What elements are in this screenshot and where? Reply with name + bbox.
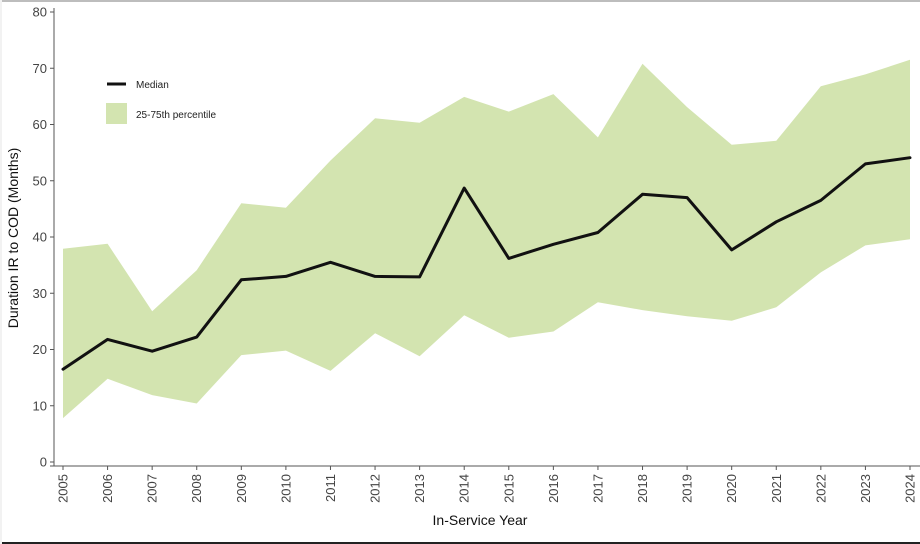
legend-band-label: 25-75th percentile [136,110,216,121]
x-tick-labels: 2005 2006 2007 2008 2009 2010 2011 2012 2013 2014… [56,466,918,503]
x-tick-label: 2008 [189,474,204,503]
x-tick-label: 2016 [546,474,561,503]
x-tick-label: 2009 [234,474,249,503]
y-tick-label: 70 [33,61,47,76]
y-tick-label: 60 [33,117,47,132]
legend-median-label: Median [136,80,169,91]
percentile-band [63,59,910,419]
y-axis-title: Duration IR to COD (Months) [5,148,21,329]
x-tick-label: 2023 [858,474,873,503]
x-tick-label: 2013 [412,474,427,503]
x-tick-label: 2017 [590,474,605,503]
y-tick-label: 10 [33,398,47,413]
y-tick-label: 0 [40,455,47,470]
y-tick-label: 80 [33,5,47,20]
x-tick-label: 2018 [635,474,650,503]
x-tick-label: 2014 [457,474,472,503]
x-tick-label: 2007 [145,474,160,503]
x-tick-label: 2005 [56,474,71,503]
x-tick-label: 2015 [501,474,516,503]
x-tick-label: 2012 [368,474,383,503]
x-tick-label: 2021 [769,474,784,503]
frame-edge [0,0,2,544]
x-tick-label: 2010 [278,474,293,503]
y-tick-label: 30 [33,286,47,301]
y-tick-label: 50 [33,173,47,188]
percentile-band-layer [63,59,910,419]
legend-band-swatch [106,103,127,124]
x-tick-label: 2011 [323,474,338,502]
x-tick-label: 2022 [813,474,828,503]
y-tick-label: 20 [33,342,47,357]
x-tick-label: 2020 [724,474,739,503]
x-tick-label: 2019 [680,474,695,503]
legend: Median 25-75th percentile [106,80,216,124]
y-tick-label: 40 [33,230,47,245]
median-line-layer [61,156,912,371]
y-tick-labels: 0 10 20 30 40 50 60 70 80 [33,5,54,470]
x-tick-label: 2006 [100,474,115,503]
x-tick-label: 2024 [903,474,918,503]
median-line [61,156,912,371]
x-axis-title: In-Service Year [433,512,528,528]
